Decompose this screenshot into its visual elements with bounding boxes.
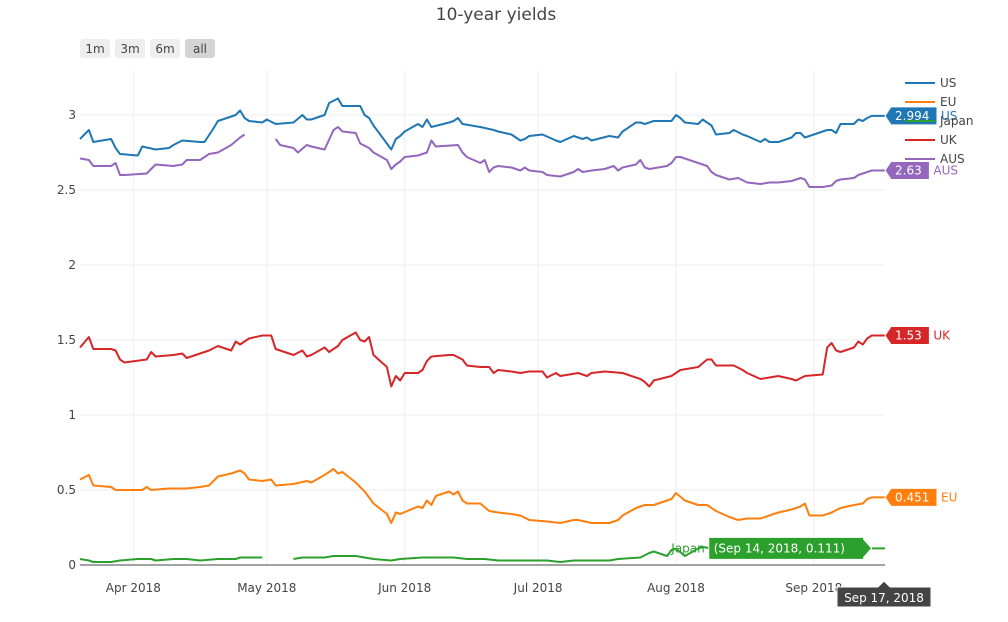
y-tick-label: 1	[68, 408, 76, 422]
legend-item-uk[interactable]: UK	[905, 133, 958, 147]
japan-tooltip-text: (Sep 14, 2018, 0.111)	[714, 541, 845, 555]
grid	[80, 70, 885, 566]
series-eu	[79, 468, 885, 524]
chart-title: 10-year yields	[436, 5, 557, 25]
range-button-label: all	[193, 42, 207, 56]
y-tick-label: 0	[68, 558, 76, 572]
hover-label-box	[884, 487, 938, 507]
x-hover-box	[836, 580, 932, 608]
range-button-1m[interactable]: 1m	[80, 39, 110, 58]
legend-label: EU	[940, 95, 956, 109]
axes: 0 0.5 1 1.5 2 2.5 3 Apr 2018 May 2018 Jun 2018 Jul…	[57, 108, 842, 595]
x-hover-label: Sep 17, 2018	[836, 580, 932, 608]
range-button-label: 6m	[155, 42, 174, 56]
range-selector: 1m 3m 6m all	[80, 39, 215, 58]
hover-label-uk: 1.53 UK	[884, 326, 951, 345]
range-button-bg	[115, 39, 145, 58]
legend-label: Japan	[939, 114, 973, 128]
hover-label-name: UK	[933, 329, 951, 343]
hover-label-box	[884, 326, 930, 345]
series-line	[79, 468, 885, 524]
hover-label-name: EU	[941, 490, 957, 504]
legend-item-japan[interactable]: Japan	[905, 114, 973, 128]
x-tick-label: Aug 2018	[647, 581, 705, 595]
legend-item-us[interactable]: US	[905, 76, 956, 90]
x-tick-label: Jul 2018	[513, 581, 563, 595]
y-tick-label: 3	[68, 108, 76, 122]
hover-label-value: 1.53	[895, 329, 922, 343]
range-button-label: 3m	[120, 42, 139, 56]
range-button-label: 1m	[85, 42, 104, 56]
series-aus	[79, 126, 885, 188]
range-button-bg	[150, 39, 180, 58]
range-button-bg	[80, 39, 110, 58]
series-line	[79, 97, 885, 157]
series-line	[79, 331, 885, 388]
y-tick-label: 1.5	[57, 333, 76, 347]
y-tick-label: 2.5	[57, 183, 76, 197]
legend-label: US	[940, 76, 956, 90]
series-line	[79, 556, 263, 563]
range-button-3m[interactable]: 3m	[115, 39, 145, 58]
hover-label-value: 2.63	[895, 164, 922, 178]
legend-label: UK	[940, 133, 958, 147]
x-tick-label: Sep 2018	[785, 581, 842, 595]
x-tick-label: May 2018	[237, 581, 296, 595]
hover-label-name: AUS	[933, 164, 958, 178]
series-layer	[79, 97, 885, 563]
series-japan	[79, 546, 885, 563]
series-line	[274, 126, 885, 188]
y-tick-label: 0.5	[57, 483, 76, 497]
japan-tooltip: (Sep 14, 2018, 0.111) Japan	[670, 536, 873, 560]
range-button-6m[interactable]: 6m	[150, 39, 180, 58]
series-line	[79, 133, 246, 176]
japan-tooltip-name: Japan	[670, 541, 704, 555]
hover-label-eu: 0.451 EU	[884, 487, 957, 507]
hover-label-box	[884, 161, 930, 180]
series-uk	[79, 331, 885, 388]
hover-label-aus: 2.63 AUS	[884, 161, 958, 180]
legend-item-aus[interactable]: AUS	[905, 152, 965, 166]
x-hover-text: Sep 17, 2018	[844, 591, 924, 605]
y-tick-label: 2	[68, 258, 76, 272]
hover-label-name: US	[941, 109, 957, 123]
series-us	[79, 97, 885, 157]
legend-label: AUS	[940, 152, 965, 166]
x-tick-label: Jun 2018	[377, 581, 431, 595]
range-button-all[interactable]: all	[185, 39, 215, 58]
range-button-bg	[185, 39, 215, 58]
series-line	[293, 546, 716, 563]
legend-item-eu[interactable]: EU	[905, 95, 956, 109]
japan-tooltip-box	[708, 536, 873, 560]
hover-label-value: 2.994	[895, 109, 929, 123]
x-tick-label: Apr 2018	[106, 581, 161, 595]
hover-label-value: 0.451	[895, 490, 929, 504]
